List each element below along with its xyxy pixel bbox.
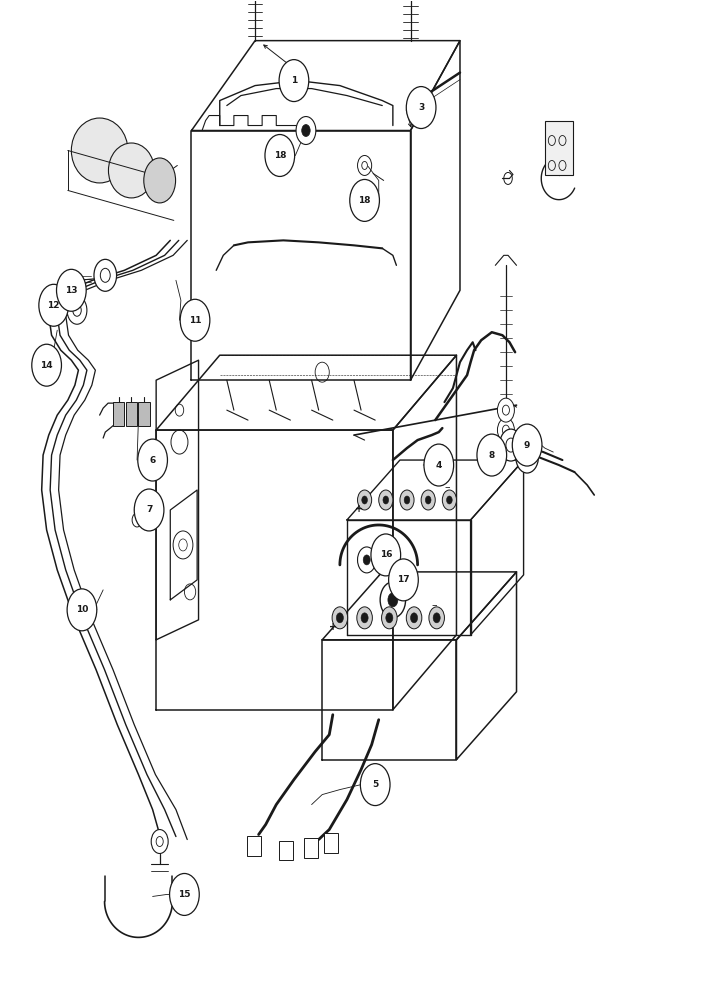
- Circle shape: [383, 496, 389, 504]
- Circle shape: [39, 284, 69, 326]
- Circle shape: [363, 555, 370, 565]
- FancyBboxPatch shape: [544, 121, 573, 175]
- Circle shape: [361, 613, 368, 623]
- Circle shape: [371, 534, 401, 576]
- Circle shape: [57, 269, 86, 311]
- Circle shape: [498, 398, 515, 422]
- Circle shape: [411, 613, 418, 623]
- Text: 18: 18: [358, 196, 371, 205]
- Circle shape: [360, 764, 390, 806]
- Circle shape: [500, 429, 523, 461]
- Circle shape: [426, 496, 431, 504]
- Circle shape: [389, 559, 418, 601]
- Circle shape: [406, 87, 436, 129]
- Text: 11: 11: [189, 316, 201, 325]
- Circle shape: [379, 490, 393, 510]
- Text: 13: 13: [65, 286, 78, 295]
- Circle shape: [67, 296, 87, 324]
- Circle shape: [135, 489, 164, 531]
- FancyBboxPatch shape: [304, 838, 318, 858]
- Circle shape: [279, 60, 309, 102]
- Text: 10: 10: [76, 605, 88, 614]
- Text: –: –: [445, 482, 450, 492]
- Circle shape: [350, 179, 379, 221]
- Text: 6: 6: [149, 456, 156, 465]
- Circle shape: [357, 607, 372, 629]
- Text: +: +: [355, 504, 363, 514]
- Circle shape: [138, 439, 168, 481]
- FancyBboxPatch shape: [279, 841, 293, 860]
- Circle shape: [362, 496, 367, 504]
- Text: 12: 12: [47, 301, 60, 310]
- Circle shape: [516, 441, 538, 473]
- Circle shape: [180, 299, 210, 341]
- Text: 17: 17: [397, 575, 410, 584]
- Circle shape: [302, 125, 310, 137]
- Text: 18: 18: [273, 151, 286, 160]
- Circle shape: [386, 613, 393, 623]
- Circle shape: [32, 344, 62, 386]
- FancyBboxPatch shape: [324, 833, 338, 853]
- Ellipse shape: [108, 143, 154, 198]
- Circle shape: [382, 607, 397, 629]
- Circle shape: [447, 496, 452, 504]
- Circle shape: [498, 418, 515, 442]
- Ellipse shape: [144, 158, 176, 203]
- Circle shape: [265, 135, 295, 176]
- Text: –: –: [432, 600, 438, 610]
- Text: 4: 4: [435, 461, 442, 470]
- Circle shape: [170, 873, 199, 915]
- Text: 3: 3: [418, 103, 424, 112]
- Circle shape: [421, 490, 435, 510]
- Circle shape: [358, 490, 372, 510]
- Circle shape: [388, 593, 398, 607]
- Circle shape: [424, 444, 454, 486]
- Text: +: +: [329, 622, 338, 632]
- Circle shape: [152, 830, 169, 854]
- Ellipse shape: [72, 118, 128, 183]
- Text: 16: 16: [379, 550, 392, 559]
- Circle shape: [400, 490, 414, 510]
- Circle shape: [94, 259, 117, 291]
- Circle shape: [332, 607, 348, 629]
- Circle shape: [442, 490, 457, 510]
- Text: 7: 7: [146, 505, 152, 514]
- FancyBboxPatch shape: [247, 836, 261, 856]
- Circle shape: [477, 434, 507, 476]
- Circle shape: [406, 607, 422, 629]
- Circle shape: [358, 547, 376, 573]
- Text: 14: 14: [40, 361, 53, 370]
- Circle shape: [433, 613, 440, 623]
- FancyBboxPatch shape: [139, 402, 150, 426]
- Circle shape: [296, 117, 316, 144]
- FancyBboxPatch shape: [126, 402, 137, 426]
- Text: 9: 9: [524, 441, 530, 450]
- Circle shape: [404, 496, 410, 504]
- Circle shape: [380, 582, 406, 618]
- Circle shape: [336, 613, 343, 623]
- Text: 5: 5: [372, 780, 378, 789]
- Circle shape: [429, 607, 445, 629]
- Circle shape: [67, 589, 97, 631]
- Circle shape: [513, 424, 542, 466]
- Text: 8: 8: [489, 451, 495, 460]
- FancyBboxPatch shape: [113, 402, 125, 426]
- Text: 1: 1: [291, 76, 297, 85]
- Text: 15: 15: [178, 890, 190, 899]
